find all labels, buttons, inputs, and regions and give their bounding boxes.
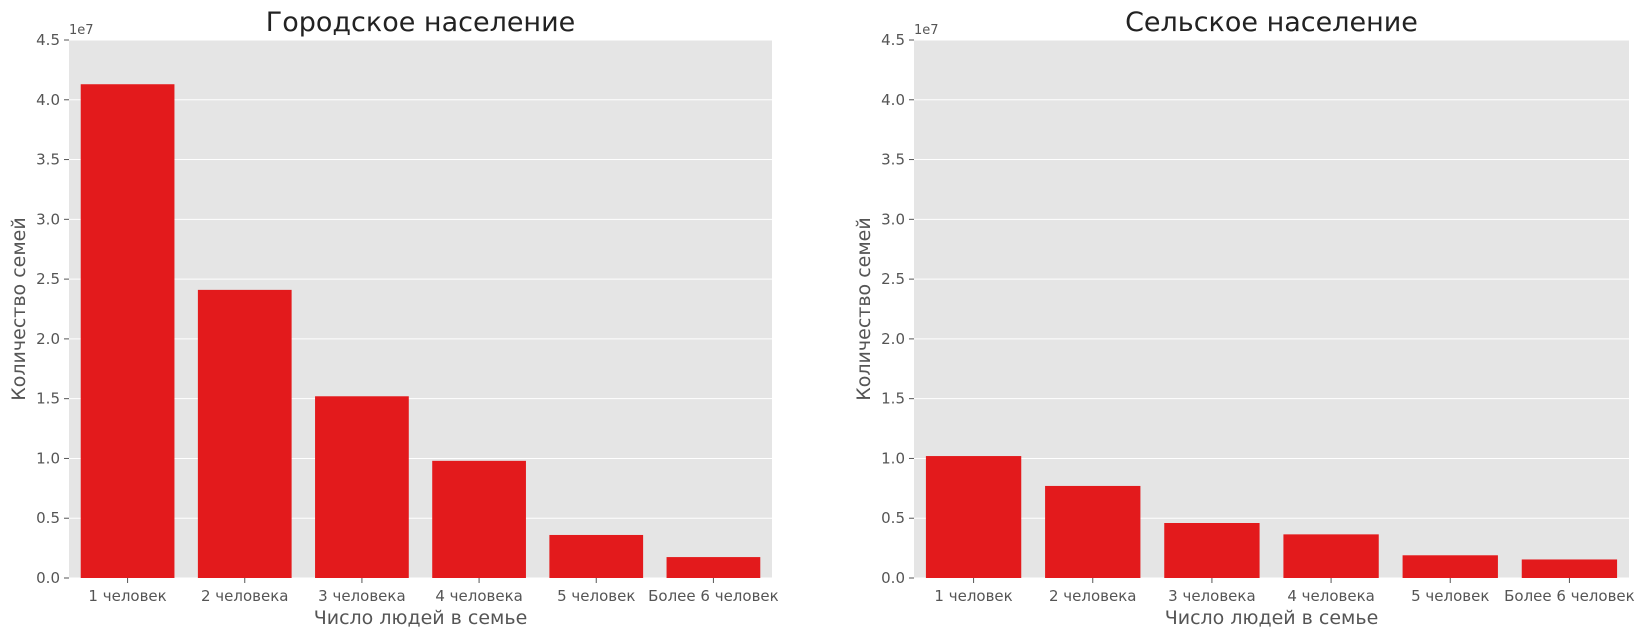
y-tick-label: 2.0 [36, 330, 60, 348]
bar [432, 460, 526, 578]
chart-panel-2: 0.0 0.5 1.0 1.5 2.0 2.5 3.0 3.5 4.0 4.5 1 человек 2… [853, 7, 1635, 629]
y-offset-label: 1e7 [914, 23, 939, 38]
y-tick-label: 2.5 [36, 270, 60, 288]
bar [80, 84, 175, 578]
bar [315, 396, 409, 578]
x-tick-label: Более 6 человек [1504, 587, 1635, 605]
x-tick-label: 2 человека [201, 587, 289, 605]
x-tick-label: 3 человека [318, 587, 406, 605]
x-tick-label: 5 человек [557, 587, 635, 605]
y-offset-label: 1e7 [69, 23, 94, 38]
y-tick-label: 4.5 [881, 31, 905, 49]
x-tick-label: 1 человек [88, 587, 166, 605]
bar [1045, 485, 1141, 578]
chart-panel-1: 0.0 0.5 1.0 1.5 2.0 2.5 3.0 3.5 4.0 4.5 1 человек 2… [8, 7, 779, 629]
x-tick-label: 1 человек [934, 587, 1012, 605]
bar [666, 557, 761, 578]
y-tick-label: 0.5 [36, 509, 60, 527]
bar [197, 289, 292, 578]
y-tick-label: 3.0 [881, 210, 905, 228]
bar [1521, 559, 1618, 578]
y-tick-label: 3.0 [36, 210, 60, 228]
y-tick-label: 0.0 [881, 569, 905, 587]
y-tick-label: 2.5 [881, 270, 905, 288]
y-tick-label: 1.5 [36, 390, 60, 408]
x-tick-label: 4 человека [1287, 587, 1375, 605]
chart-title: Городское население [266, 7, 576, 38]
y-axis-label: Количество семей [8, 217, 30, 400]
y-tick-label: 4.5 [36, 31, 60, 49]
x-axis-label: Число людей в семье [314, 607, 528, 629]
x-tick-label: 3 человека [1168, 587, 1256, 605]
chart-title: Сельское население [1125, 7, 1418, 38]
y-tick-label: 0.5 [881, 509, 905, 527]
y-tick-label: 0.0 [36, 569, 60, 587]
y-tick-label: 1.5 [881, 390, 905, 408]
y-axis-label: Количество семей [853, 217, 875, 400]
y-tick-label: 1.0 [36, 449, 60, 467]
y-tick-label: 3.5 [881, 151, 905, 169]
y-tick-label: 2.0 [881, 330, 905, 348]
bar [1164, 523, 1260, 578]
y-tick-label: 4.0 [881, 91, 905, 109]
bar [1402, 555, 1498, 578]
plot-area [914, 40, 1629, 578]
x-axis-label: Число людей в семье [1165, 607, 1379, 629]
bar [1283, 534, 1379, 578]
bar [925, 456, 1022, 578]
x-tick-label: 2 человека [1049, 587, 1137, 605]
y-tick-label: 4.0 [36, 91, 60, 109]
x-tick-label: 5 человек [1411, 587, 1489, 605]
x-tick-label: 4 человека [435, 587, 523, 605]
bar [549, 534, 644, 578]
y-tick-label: 3.5 [36, 151, 60, 169]
plot-area [69, 40, 772, 578]
x-tick-label: Более 6 человек [648, 587, 779, 605]
y-tick-label: 1.0 [881, 449, 905, 467]
